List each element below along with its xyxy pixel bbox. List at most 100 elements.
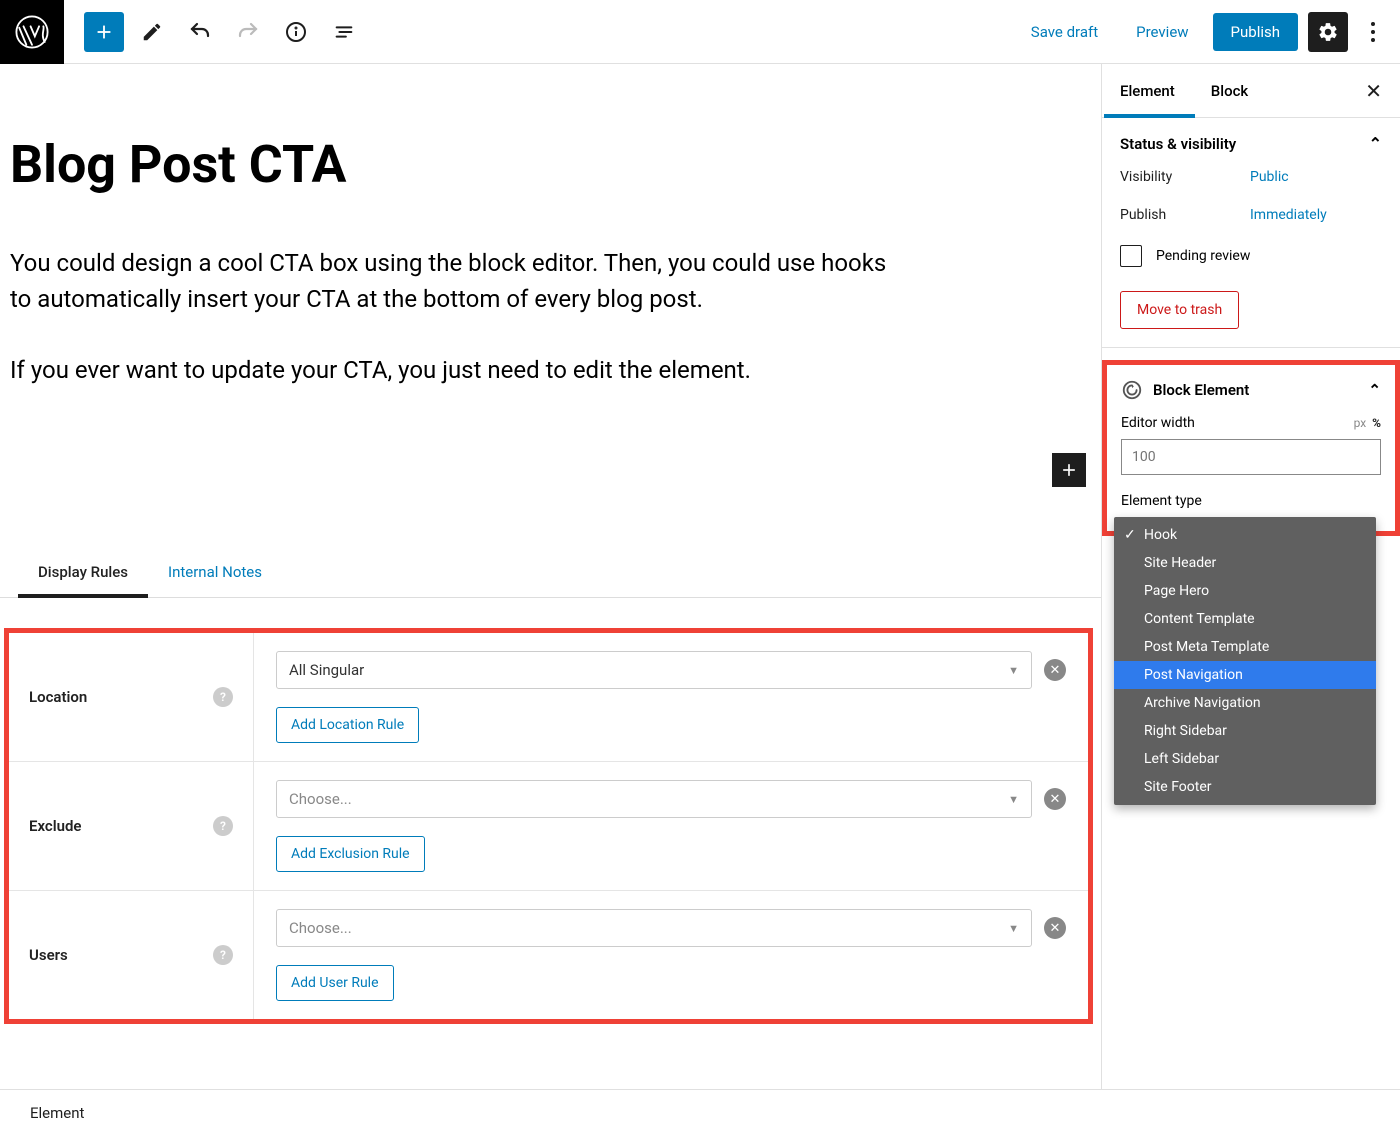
info-icon[interactable] [276,12,316,52]
add-exclusion-rule-button[interactable]: Add Exclusion Rule [276,836,425,872]
sidebar-tab-element[interactable]: Element [1120,64,1191,117]
settings-sidebar: Element Block ✕ Status & visibility ⌃ Vi… [1102,64,1400,1136]
more-vertical-icon [1370,21,1376,43]
editor-area: Blog Post CTA You could design a cool CT… [0,64,1102,1136]
wordpress-icon [15,15,49,49]
settings-button[interactable] [1308,12,1348,52]
block-element-header[interactable]: Block Element ⌃ [1107,365,1395,415]
editor-width-label-row: Editor width px % [1121,415,1381,431]
gear-icon [1317,21,1339,43]
select-value: All Singular [289,661,364,679]
element-type-dropdown[interactable]: HookSite HeaderPage HeroContent Template… [1114,517,1376,805]
post-title[interactable]: Blog Post CTA [10,134,1091,195]
rule-label: Location ? [9,633,254,761]
field-label: Editor width [1121,415,1195,431]
select-placeholder: Choose... [289,919,352,937]
rule-row-location: Location ? All Singular ▼ ✕ Add Location… [9,633,1088,762]
top-toolbar: Save draft Preview Publish [0,0,1400,64]
preview-button[interactable]: Preview [1122,13,1202,51]
select-placeholder: Choose... [289,790,352,808]
dropdown-item[interactable]: Hook [1114,521,1376,549]
panel-title: Block Element [1153,381,1249,399]
unit-percent[interactable]: % [1372,416,1381,430]
panel-header[interactable]: Status & visibility ⌃ [1102,118,1400,169]
rule-label-text: Users [29,946,68,964]
dropdown-item[interactable]: Right Sidebar [1114,717,1376,745]
panel-title: Status & visibility [1120,135,1236,153]
main-layout: Blog Post CTA You could design a cool CT… [0,64,1400,1136]
dropdown-item[interactable]: Post Meta Template [1114,633,1376,661]
sidebar-tab-block[interactable]: Block [1211,64,1264,117]
insert-block-button[interactable] [1052,453,1086,487]
breadcrumb-footer[interactable]: Element [0,1089,1400,1136]
save-draft-button[interactable]: Save draft [1017,13,1112,51]
close-sidebar-button[interactable]: ✕ [1365,79,1382,103]
block-element-body: Editor width px % Element type HookSite … [1107,415,1395,531]
bottom-panel: Display Rules Internal Notes Location ? … [0,547,1101,1024]
dropdown-item[interactable]: Post Navigation [1114,661,1376,689]
status-visibility-panel: Status & visibility ⌃ Visibility Public … [1102,118,1400,348]
users-select[interactable]: Choose... ▼ [276,909,1032,947]
dropdown-item[interactable]: Page Hero [1114,577,1376,605]
chevron-down-icon: ▼ [1008,922,1019,935]
post-paragraph[interactable]: If you ever want to update your CTA, you… [10,352,890,388]
block-element-highlight: Block Element ⌃ Editor width px % Elemen… [1102,360,1400,536]
dropdown-item[interactable]: Site Header [1114,549,1376,577]
clear-rule-button[interactable]: ✕ [1044,917,1066,939]
help-icon[interactable]: ? [213,687,233,707]
panel-body: Visibility Public Publish Immediately Pe… [1102,169,1400,347]
rule-content: Choose... ▼ ✕ Add Exclusion Rule [254,762,1088,890]
chevron-up-icon: ⌃ [1369,134,1382,153]
clear-rule-button[interactable]: ✕ [1044,659,1066,681]
redo-icon [228,12,268,52]
unit-toggle[interactable]: px % [1354,416,1381,430]
visibility-value[interactable]: Public [1250,169,1289,185]
visibility-row: Visibility Public [1120,169,1382,185]
dropdown-item[interactable]: Archive Navigation [1114,689,1376,717]
add-user-rule-button[interactable]: Add User Rule [276,965,394,1001]
publish-value[interactable]: Immediately [1250,207,1327,223]
element-type-label: Element type [1121,493,1381,509]
move-to-trash-button[interactable]: Move to trash [1120,291,1239,329]
plus-icon [1059,460,1079,480]
toolbar-right: Save draft Preview Publish [1017,12,1388,52]
undo-icon[interactable] [180,12,220,52]
dropdown-item[interactable]: Left Sidebar [1114,745,1376,773]
bottom-tabs: Display Rules Internal Notes [0,547,1101,598]
outline-icon[interactable] [324,12,364,52]
more-options-button[interactable] [1358,12,1388,52]
toolbar-left [84,12,364,52]
wordpress-logo[interactable] [0,0,64,64]
add-block-button[interactable] [84,12,124,52]
pending-review-checkbox[interactable] [1120,245,1142,267]
add-location-rule-button[interactable]: Add Location Rule [276,707,419,743]
dropdown-item[interactable]: Content Template [1114,605,1376,633]
clear-rule-button[interactable]: ✕ [1044,788,1066,810]
chevron-down-icon: ▼ [1008,664,1019,677]
unit-px[interactable]: px [1354,416,1367,430]
sidebar-tabs: Element Block ✕ [1102,64,1400,118]
edit-icon[interactable] [132,12,172,52]
rule-label: Users ? [9,891,254,1019]
exclude-select[interactable]: Choose... ▼ [276,780,1032,818]
tab-display-rules[interactable]: Display Rules [18,547,148,597]
editor-width-input[interactable] [1121,439,1381,475]
rule-label-text: Location [29,688,87,706]
post-paragraph[interactable]: You could design a cool CTA box using th… [10,245,890,317]
publish-row: Publish Immediately [1120,207,1382,223]
chevron-down-icon: ▼ [1008,793,1019,806]
help-icon[interactable]: ? [213,816,233,836]
select-row: All Singular ▼ ✕ [276,651,1066,689]
dropdown-item[interactable]: Site Footer [1114,773,1376,801]
rule-label: Exclude ? [9,762,254,890]
rule-content: All Singular ▼ ✕ Add Location Rule [254,633,1088,761]
location-select[interactable]: All Singular ▼ [276,651,1032,689]
select-row: Choose... ▼ ✕ [276,780,1066,818]
rule-label-text: Exclude [29,817,82,835]
publish-button[interactable]: Publish [1213,13,1298,51]
post-content: Blog Post CTA You could design a cool CT… [0,64,1101,423]
rule-row-exclude: Exclude ? Choose... ▼ ✕ Add Exclusion Ru… [9,762,1088,891]
field-label: Visibility [1120,169,1250,185]
tab-internal-notes[interactable]: Internal Notes [148,547,282,597]
help-icon[interactable]: ? [213,945,233,965]
